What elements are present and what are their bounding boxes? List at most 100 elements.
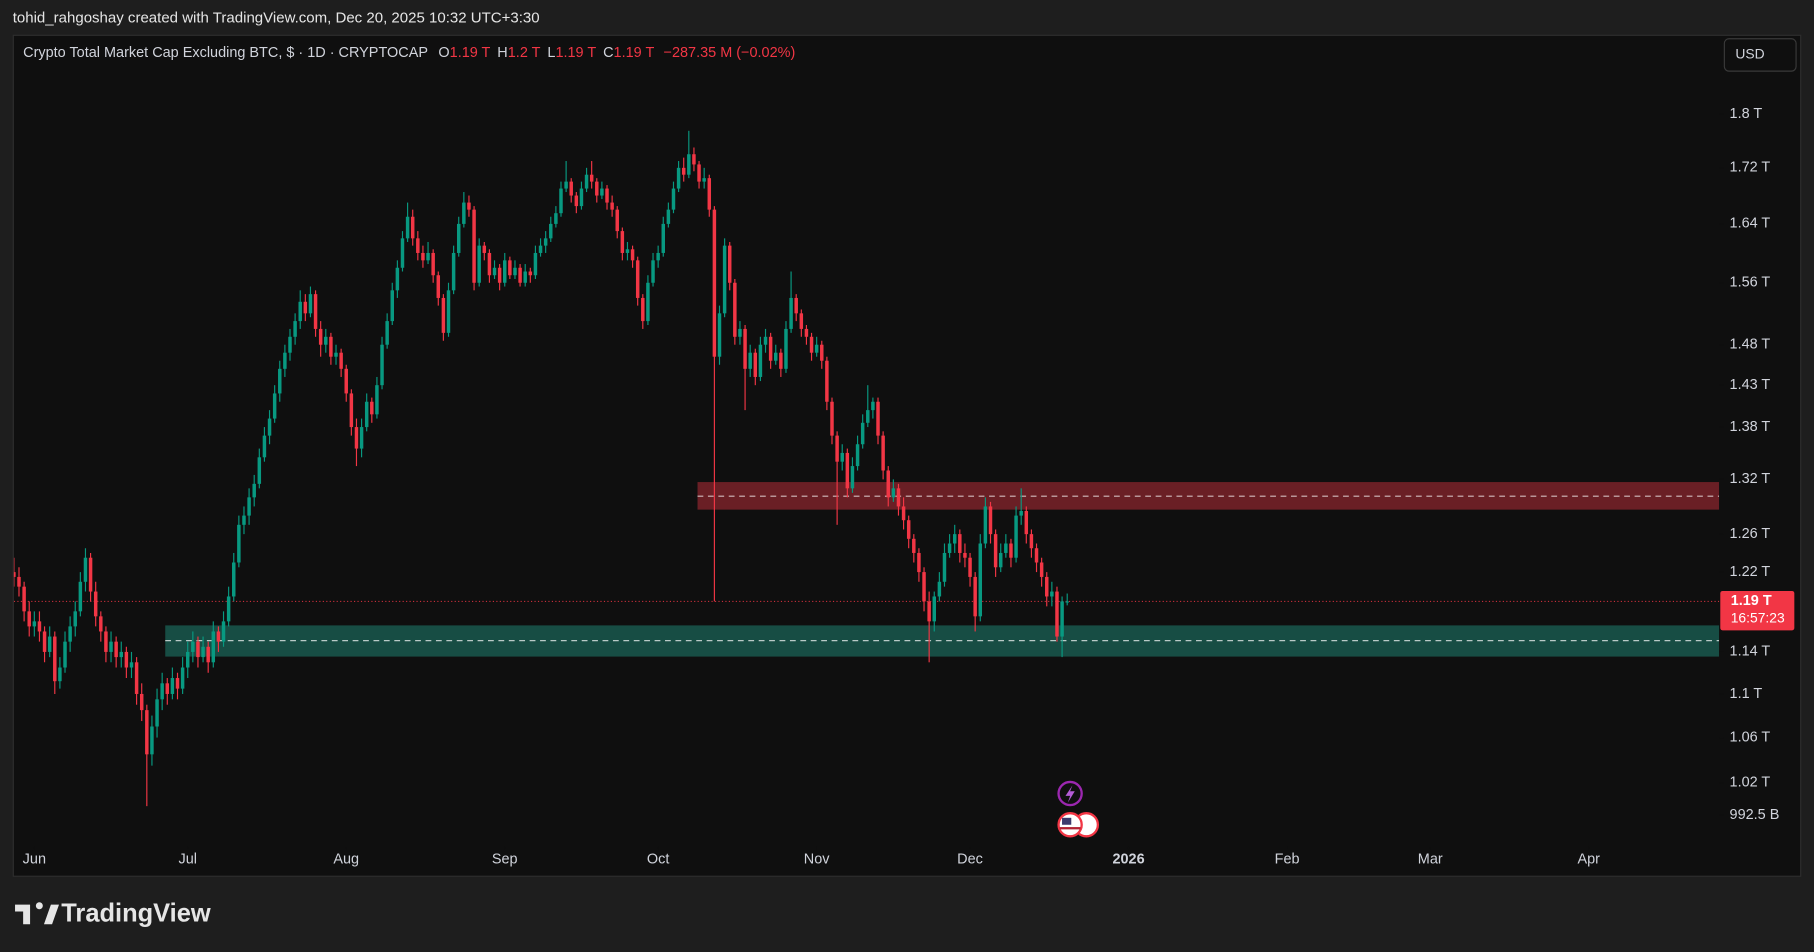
candle-body	[32, 621, 37, 627]
candle-body	[129, 662, 134, 668]
candle-body	[814, 344, 819, 353]
candle-body	[278, 368, 282, 394]
candle-body	[196, 641, 200, 658]
candle-body	[395, 267, 400, 291]
candle-body	[584, 174, 589, 189]
candle-body	[876, 401, 880, 436]
candle-body	[1024, 511, 1029, 535]
candle-body	[661, 223, 665, 253]
candle-body	[993, 534, 998, 568]
candle-body	[313, 294, 318, 329]
candle-body	[237, 524, 241, 563]
x-tick-label: Oct	[647, 851, 669, 867]
y-tick-label: 1.32 T	[1730, 471, 1771, 487]
candle-body	[513, 267, 517, 276]
candle-body	[272, 393, 277, 419]
candle-body	[88, 557, 93, 592]
candle-body	[114, 641, 118, 658]
candle-body	[789, 297, 793, 329]
legend-key: L	[547, 45, 555, 61]
y-tick-label: 1.72 T	[1730, 160, 1771, 176]
candle-body	[462, 202, 466, 224]
candle-body	[549, 223, 553, 239]
legend-key: H	[497, 45, 507, 61]
candle-body	[211, 631, 216, 663]
candle-body	[896, 488, 901, 507]
legend-value: 1.19 T	[555, 45, 596, 61]
x-tick-label: Apr	[1577, 851, 1600, 867]
candle-body	[318, 328, 323, 345]
candle-body	[845, 452, 850, 489]
candle-body	[569, 181, 573, 196]
candle-body	[748, 352, 752, 369]
candle-body	[671, 188, 676, 210]
currency-button[interactable]	[1723, 38, 1797, 72]
candle-body	[1050, 591, 1054, 597]
candle-body	[53, 636, 57, 682]
x-tick-label: Nov	[804, 851, 830, 867]
candle-body	[963, 552, 967, 558]
candle-body	[456, 223, 461, 253]
events[interactable]	[1057, 780, 1100, 838]
candle-body	[835, 435, 839, 462]
candle-body	[554, 213, 558, 224]
candle-body	[446, 290, 451, 333]
candle-body	[523, 271, 527, 283]
candle-body	[83, 557, 88, 582]
candle-body	[436, 275, 441, 298]
candle-body	[1009, 543, 1013, 558]
candle-body	[191, 641, 195, 652]
candle-body	[605, 188, 609, 203]
candle-body	[973, 576, 977, 617]
candle-body	[22, 586, 26, 612]
candle-body	[881, 435, 885, 471]
candle-body	[635, 260, 640, 298]
candle-body	[492, 267, 497, 276]
candle-body	[145, 710, 149, 755]
legend-value: 1.19 T	[450, 45, 491, 61]
candle-body	[421, 252, 425, 261]
x-tick-label: Sep	[492, 851, 518, 867]
candle-body	[139, 693, 144, 711]
candle-body	[134, 662, 139, 694]
candle-body	[262, 435, 267, 458]
candle-body	[932, 596, 936, 622]
candle-body	[681, 167, 686, 175]
candle-body	[717, 313, 722, 357]
candle-body	[676, 167, 681, 189]
candle-body	[68, 626, 72, 642]
candle-body	[267, 418, 272, 436]
candle-body	[901, 506, 906, 521]
candle-body	[42, 631, 47, 652]
candle-body	[886, 470, 890, 498]
candle-body	[93, 591, 98, 617]
currency-label[interactable]: USD	[1735, 46, 1764, 62]
candle-body	[497, 267, 502, 283]
candle-body	[779, 352, 783, 369]
candle-body	[784, 328, 788, 369]
candle-body	[334, 352, 338, 357]
candle-body	[799, 313, 804, 329]
candle-body	[968, 557, 972, 577]
candle-body	[503, 260, 507, 283]
flag-canton	[1062, 817, 1072, 825]
candle-body	[252, 483, 256, 498]
candle-body	[47, 636, 52, 652]
candle-body	[707, 178, 712, 210]
candle-body	[722, 245, 727, 314]
candle-body	[416, 238, 420, 253]
candle-body	[860, 422, 865, 445]
candle-body	[651, 260, 655, 283]
candle-body	[390, 290, 394, 322]
candle-body	[947, 543, 952, 553]
candle-body	[206, 646, 210, 663]
candle-body	[1045, 576, 1049, 597]
y-tick-label: 1.1 T	[1730, 686, 1763, 702]
candle-body	[758, 344, 763, 377]
candle-body	[727, 245, 732, 283]
candle-body	[692, 154, 696, 165]
candle-body	[242, 515, 246, 525]
logo-text: TradingView	[61, 900, 211, 928]
candle-body	[349, 393, 354, 428]
candle-body	[165, 683, 170, 694]
